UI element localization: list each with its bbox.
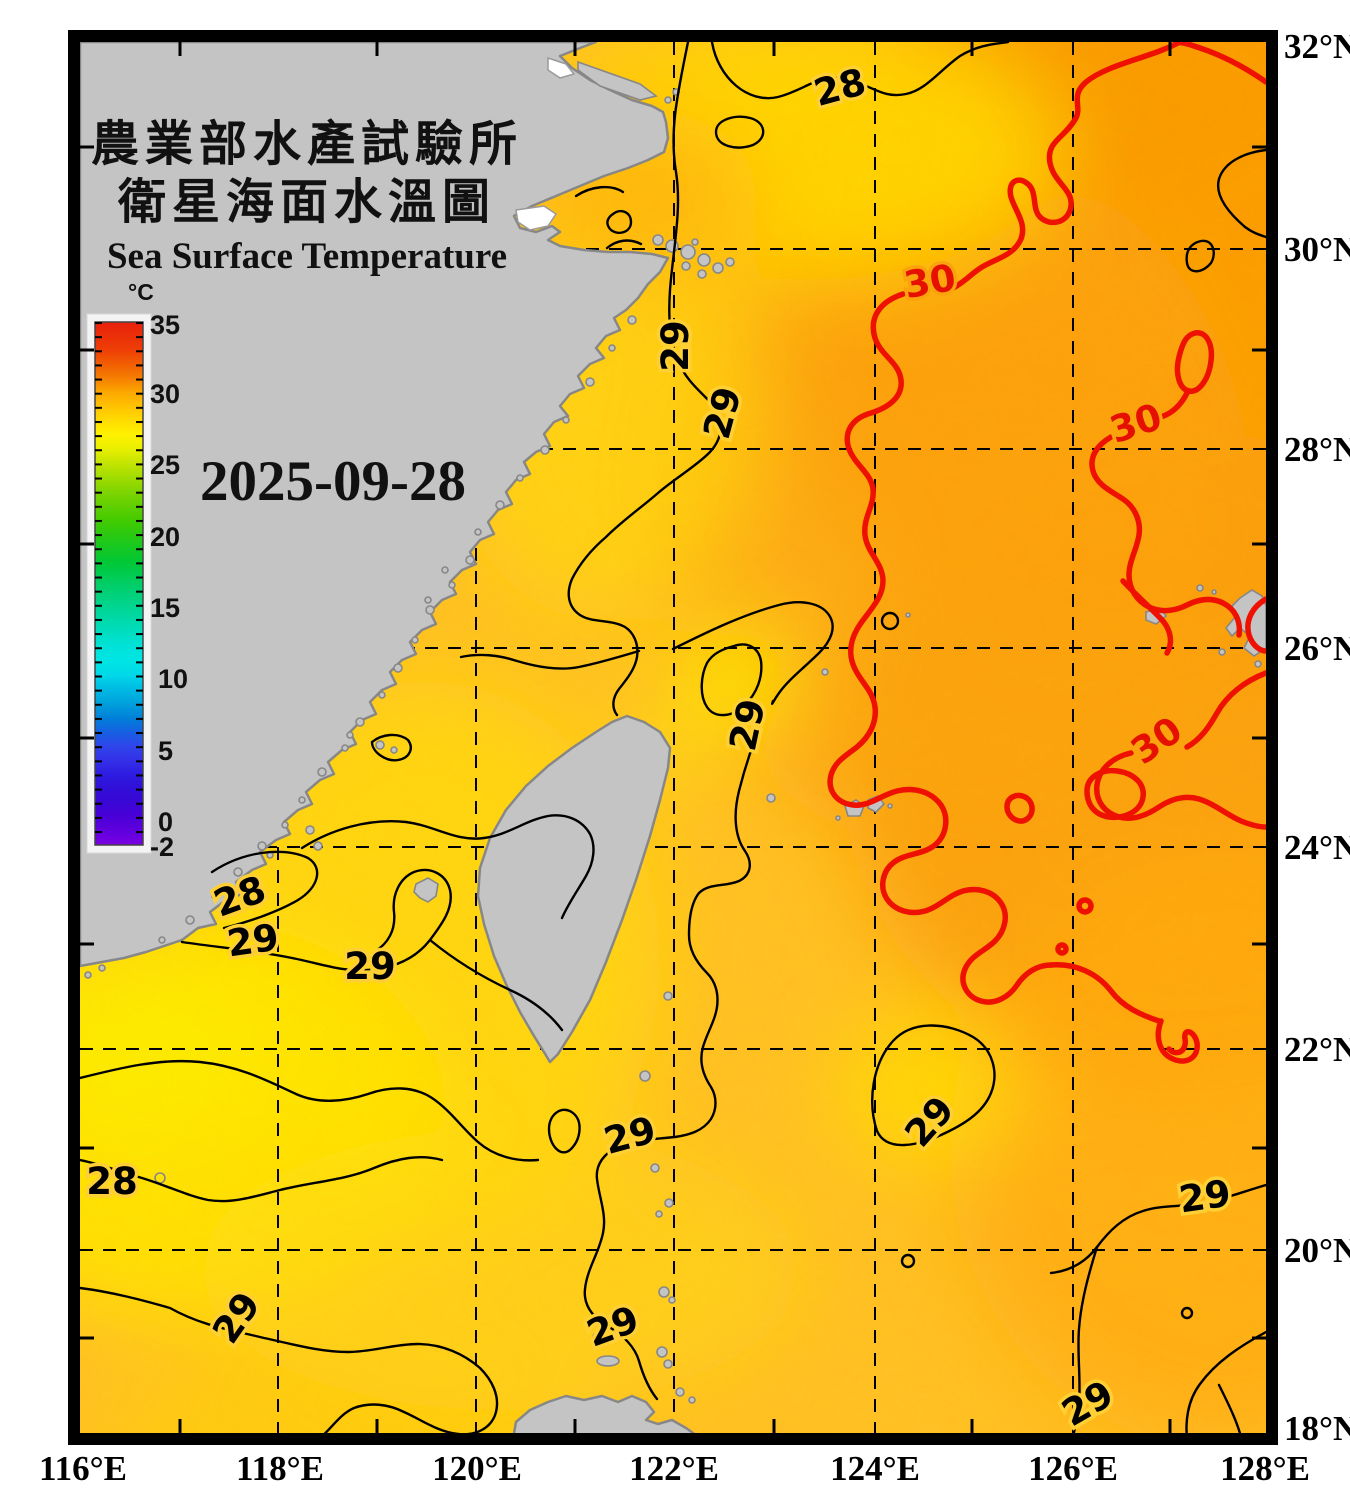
small-islands bbox=[84, 88, 1262, 1404]
colorbar-tick-0: 0 bbox=[158, 807, 173, 837]
lat-label-32n: 32°N bbox=[1284, 27, 1350, 66]
frame-ticks bbox=[80, 42, 1266, 1433]
map-frame bbox=[68, 30, 1278, 1445]
lon-label-126e: 126°E bbox=[1028, 1449, 1118, 1488]
tidal-flat-yangtze bbox=[547, 56, 576, 79]
contour-label: 30 bbox=[901, 256, 959, 307]
colorbar-tick-neg2: -2 bbox=[150, 832, 174, 862]
lat-label-20n: 20°N bbox=[1284, 1231, 1350, 1270]
contour-label: 29 bbox=[224, 916, 281, 966]
colorbar-tickmarks bbox=[95, 322, 143, 845]
colorbar-tick-10: 10 bbox=[158, 664, 188, 694]
coastline-china bbox=[80, 42, 670, 968]
coastline-luzon bbox=[512, 1394, 696, 1433]
colorbar-tick-15: 15 bbox=[150, 593, 180, 623]
longitude-labels: 116°E 118°E 120°E 122°E 124°E 126°E 128°… bbox=[39, 1449, 1310, 1488]
date-label: 2025-09-28 bbox=[200, 450, 466, 513]
colorbar-tick-5: 5 bbox=[158, 736, 173, 766]
colorbar-tick-35: 35 bbox=[150, 310, 180, 340]
lon-label-122e: 122°E bbox=[629, 1449, 719, 1488]
lat-label-24n: 24°N bbox=[1284, 828, 1350, 867]
contours-black bbox=[80, 42, 1266, 1433]
island-chongming bbox=[577, 60, 658, 101]
lon-label-120e: 120°E bbox=[432, 1449, 522, 1488]
title-en: Sea Surface Temperature bbox=[107, 236, 507, 277]
lat-label-28n: 28°N bbox=[1284, 430, 1350, 469]
colorbar: °C 35 30 25 20 15 10 5 0 -2 bbox=[86, 279, 188, 862]
contour-label: 29 bbox=[344, 945, 396, 988]
tidal-flat-hangzhou bbox=[515, 205, 558, 231]
lat-label-22n: 22°N bbox=[1284, 1030, 1350, 1069]
contour-label: 29 bbox=[1176, 1172, 1233, 1222]
island-penghu bbox=[413, 877, 439, 903]
title-zh-line2: 衛星海面水溫圖 bbox=[117, 176, 496, 229]
island-taiwan bbox=[476, 714, 672, 1064]
colorbar-unit: °C bbox=[128, 279, 154, 305]
lon-label-118e: 118°E bbox=[236, 1449, 324, 1488]
lat-label-30n: 30°N bbox=[1284, 230, 1350, 269]
lon-label-116e: 116°E bbox=[39, 1449, 127, 1488]
latitude-labels: 32°N 30°N 28°N 26°N 24°N 22°N 20°N 18°N bbox=[1284, 27, 1350, 1448]
colorbar-tick-20: 20 bbox=[150, 522, 180, 552]
contours-red bbox=[827, 42, 1266, 1064]
title-zh-line1: 農業部水產試驗所 bbox=[91, 118, 523, 171]
lon-label-124e: 124°E bbox=[830, 1449, 920, 1488]
contour-label: 28 bbox=[86, 1160, 138, 1203]
lon-label-128e: 128°E bbox=[1220, 1449, 1310, 1488]
contour-label: 29 bbox=[654, 320, 697, 372]
lat-label-18n: 18°N bbox=[1284, 1409, 1350, 1448]
colorbar-tick-30: 30 bbox=[150, 379, 180, 409]
colorbar-tick-25: 25 bbox=[150, 450, 180, 480]
lat-label-26n: 26°N bbox=[1284, 629, 1350, 668]
